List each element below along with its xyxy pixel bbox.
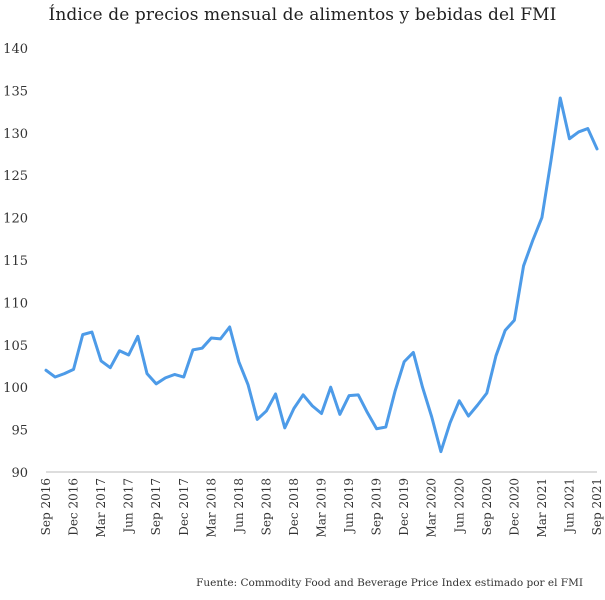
y-tick-label: 115: [3, 254, 28, 269]
x-tick-label: Sep 2016: [39, 478, 53, 535]
x-tick-label: Jun 2019: [342, 478, 356, 535]
x-tick-label: Dec 2019: [397, 478, 411, 536]
y-axis-ticks: 90 95 100 105 110 115 120 125 130 135 140: [3, 42, 28, 481]
source-note: Fuente: Commodity Food and Beverage Pric…: [196, 577, 583, 589]
x-tick-label: Mar 2018: [204, 478, 218, 538]
x-tick-label: Sep 2017: [149, 478, 163, 535]
x-tick-label: Jun 2020: [452, 478, 466, 535]
y-tick-label: 130: [3, 127, 28, 142]
x-tick-label: Sep 2020: [480, 478, 494, 535]
y-tick-label: 100: [3, 381, 28, 396]
y-tick-label: 90: [11, 466, 28, 481]
y-tick-label: 110: [3, 296, 28, 311]
y-tick-label: 120: [3, 212, 28, 227]
x-tick-label: Dec 2018: [287, 478, 301, 536]
y-tick-label: 95: [11, 424, 28, 439]
y-tick-label: 125: [3, 169, 28, 184]
y-tick-label: 105: [3, 339, 28, 354]
x-tick-label: Jun 2017: [122, 478, 136, 535]
chart-title: Índice de precios mensual de alimentos y…: [48, 5, 557, 25]
x-tick-label: Mar 2020: [425, 478, 439, 538]
x-tick-label: Jun 2018: [232, 478, 246, 535]
y-tick-label: 140: [3, 42, 28, 57]
x-axis-ticks: Sep 2016 Dec 2016 Mar 2017 Jun 2017 Sep 2017…: [39, 478, 604, 538]
x-tick-label: Mar 2021: [535, 478, 549, 538]
x-tick-label: Sep 2021: [590, 478, 604, 535]
x-tick-label: Jun 2021: [562, 478, 576, 535]
x-tick-label: Dec 2020: [507, 478, 521, 536]
x-tick-label: Dec 2016: [67, 478, 81, 536]
x-tick-label: Sep 2018: [259, 478, 273, 535]
x-tick-label: Dec 2017: [177, 478, 191, 536]
x-tick-label: Sep 2019: [370, 478, 384, 535]
y-tick-label: 135: [3, 84, 28, 99]
x-tick-label: Mar 2017: [94, 478, 108, 538]
x-tick-label: Mar 2019: [315, 478, 329, 538]
series-line: [44, 96, 599, 454]
